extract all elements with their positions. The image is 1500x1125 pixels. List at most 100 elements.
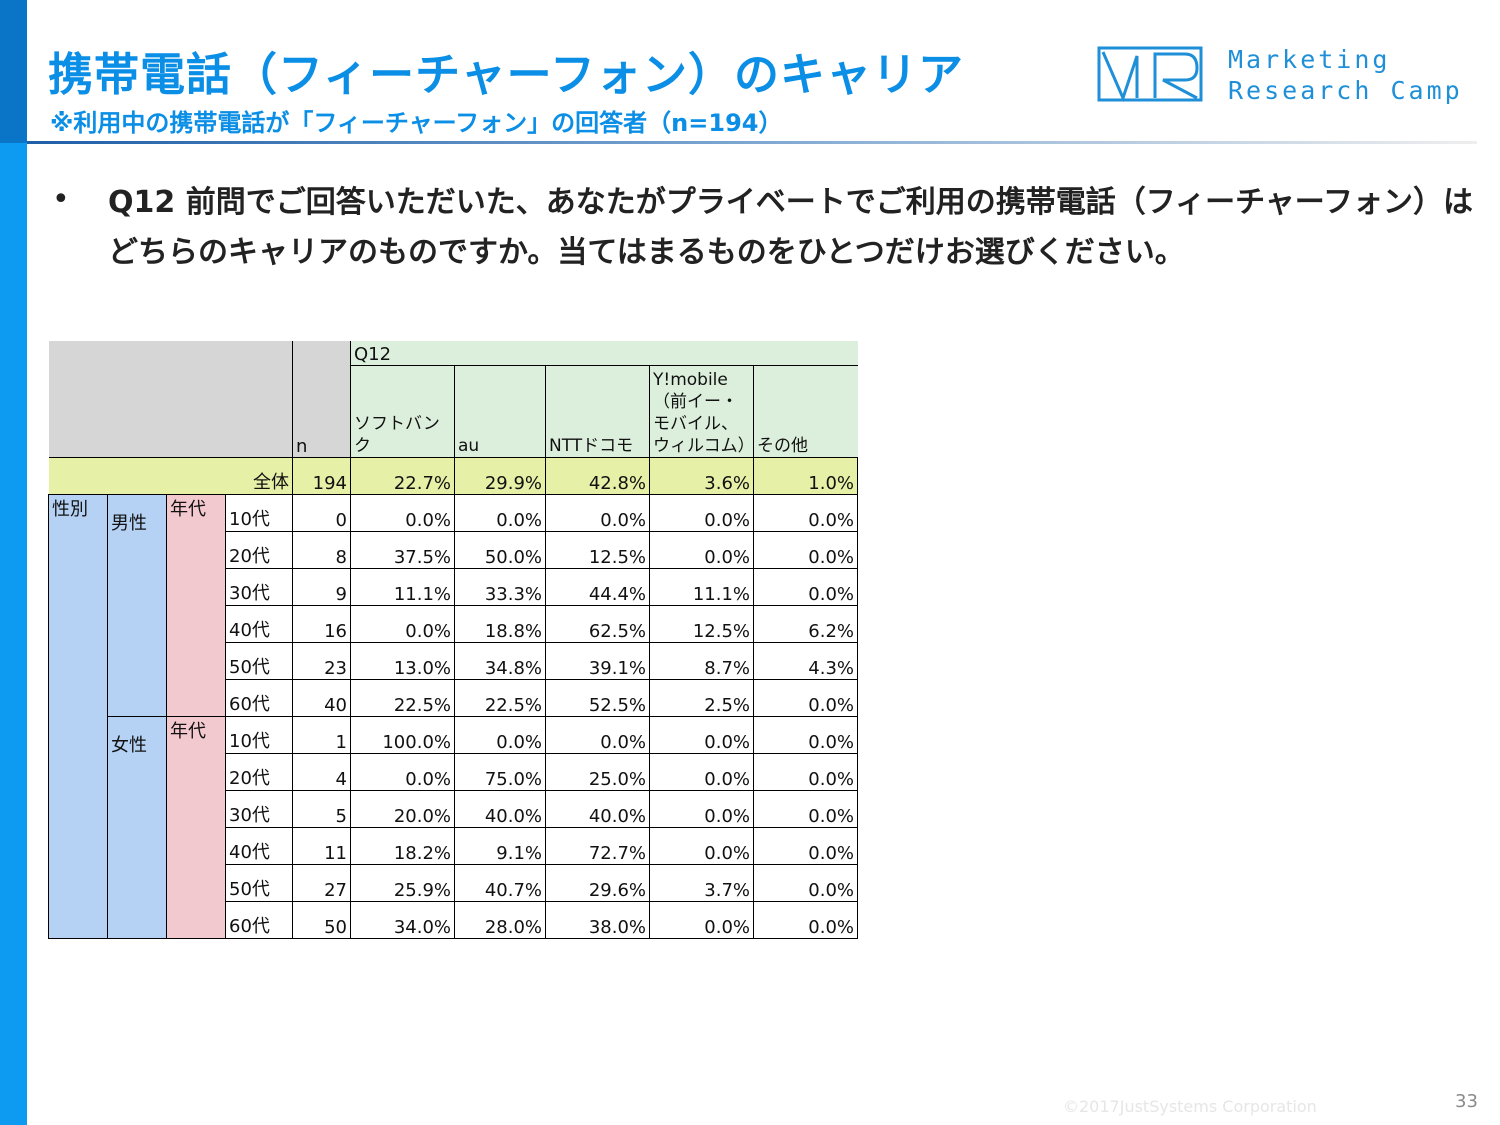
n-value: 16 [292, 605, 351, 643]
percent-value: 100.0% [350, 716, 455, 754]
percent-value: 0.0% [753, 864, 858, 902]
age-label: 50代 [225, 642, 293, 680]
n-value: 4 [292, 753, 351, 791]
percent-value: 52.5% [545, 679, 650, 717]
percent-value: 40.0% [545, 790, 650, 828]
table-row: 60代 50 34.0% 28.0% 38.0% 0.0% 0.0% [49, 901, 858, 939]
percent-value: 0.0% [545, 716, 650, 754]
percent-value: 18.8% [454, 605, 546, 643]
percent-value: 0.0% [649, 901, 754, 939]
percent-value: 0.0% [350, 605, 455, 643]
table-row: 30代 9 11.1% 33.3% 44.4% 11.1% 0.0% [49, 568, 858, 606]
copyright-text: ©2017JustSystems Corporation [1063, 1097, 1317, 1116]
table-row: 20代 4 0.0% 75.0% 25.0% 0.0% 0.0% [49, 753, 858, 791]
age-label: 20代 [225, 753, 293, 791]
total-value: 1.0% [753, 457, 858, 495]
percent-value: 0.0% [753, 901, 858, 939]
percent-value: 12.5% [649, 605, 754, 643]
total-value: 42.8% [545, 457, 650, 495]
age-label: 50代 [225, 864, 293, 902]
n-value: 1 [292, 716, 351, 754]
table-row: 40代 11 18.2% 9.1% 72.7% 0.0% 0.0% [49, 827, 858, 865]
column-header: NTTドコモ [545, 365, 650, 458]
percent-value: 0.0% [649, 494, 754, 532]
percent-value: 6.2% [753, 605, 858, 643]
age-section-label: 年代 [166, 716, 226, 939]
percent-value: 0.0% [753, 827, 858, 865]
table-row: 女性 年代 10代 1 100.0% 0.0% 0.0% 0.0% 0.0% [49, 716, 858, 939]
slide-subtitle: ※利用中の携帯電話が「フィーチャーフォン」の回答者（n=194） [50, 109, 783, 137]
percent-value: 22.5% [350, 679, 455, 717]
age-label: 10代 [225, 494, 293, 532]
percent-value: 12.5% [545, 531, 650, 569]
age-label: 40代 [225, 605, 293, 643]
percent-value: 4.3% [753, 642, 858, 680]
percent-value: 0.0% [649, 790, 754, 828]
n-value: 11 [292, 827, 351, 865]
percent-value: 0.0% [454, 716, 546, 754]
n-value: 50 [292, 901, 351, 939]
percent-value: 11.1% [350, 568, 455, 606]
total-label: 全体 [48, 457, 293, 495]
table-row: 60代 40 22.5% 22.5% 52.5% 2.5% 0.0% [49, 679, 858, 717]
table-row: 20代 8 37.5% 50.0% 12.5% 0.0% 0.0% [49, 531, 858, 569]
header-corner [48, 341, 293, 458]
percent-value: 34.8% [454, 642, 546, 680]
logo-line-1: Marketing [1228, 45, 1391, 74]
total-value: 22.7% [350, 457, 455, 495]
gender-label: 男性 [107, 494, 167, 717]
percent-value: 38.0% [545, 901, 650, 939]
age-section-label: 年代 [166, 494, 226, 717]
sidebar-accent-top [0, 0, 27, 143]
percent-value: 0.0% [545, 494, 650, 532]
percent-value: 0.0% [454, 494, 546, 532]
header-question: Q12 [350, 341, 858, 366]
percent-value: 40.7% [454, 864, 546, 902]
percent-value: 40.0% [454, 790, 546, 828]
mrc-logo-text: Marketing Research Camp [1228, 44, 1463, 106]
percent-value: 33.3% [454, 568, 546, 606]
slide-title: 携帯電話（フィーチャーフォン）のキャリア [48, 48, 964, 101]
percent-value: 62.5% [545, 605, 650, 643]
column-header: ソフトバンク [350, 365, 455, 458]
percent-value: 13.0% [350, 642, 455, 680]
mrc-logo-icon [1097, 46, 1203, 102]
percent-value: 28.0% [454, 901, 546, 939]
table-row: 40代 16 0.0% 18.8% 62.5% 12.5% 6.2% [49, 605, 858, 643]
n-value: 27 [292, 864, 351, 902]
percent-value: 75.0% [454, 753, 546, 791]
percent-value: 0.0% [649, 531, 754, 569]
percent-value: 0.0% [753, 716, 858, 754]
percent-value: 22.5% [454, 679, 546, 717]
percent-value: 11.1% [649, 568, 754, 606]
total-n: 194 [292, 457, 351, 495]
n-value: 23 [292, 642, 351, 680]
percent-value: 0.0% [649, 827, 754, 865]
age-label: 20代 [225, 531, 293, 569]
percent-value: 29.6% [545, 864, 650, 902]
n-value: 40 [292, 679, 351, 717]
n-value: 5 [292, 790, 351, 828]
percent-value: 0.0% [753, 790, 858, 828]
percent-value: 25.0% [545, 753, 650, 791]
table-row: 性別 男性 年代 10代 0 0.0% 0.0% 0.0% 0.0% 0.0% [48, 494, 858, 939]
title-divider [27, 141, 1477, 144]
percent-value: 8.7% [649, 642, 754, 680]
results-table: n Q12 ソフトバンク au NTTドコモ Y!mobile （前イー・モバイル、ウ… [48, 341, 858, 939]
sidebar-accent-bottom [0, 143, 27, 1125]
n-value: 0 [292, 494, 351, 532]
percent-value: 2.5% [649, 679, 754, 717]
page-number: 33 [1455, 1091, 1478, 1112]
percent-value: 0.0% [350, 753, 455, 791]
age-label: 30代 [225, 790, 293, 828]
n-value: 8 [292, 531, 351, 569]
percent-value: 20.0% [350, 790, 455, 828]
percent-value: 50.0% [454, 531, 546, 569]
bullet-dot: • [52, 182, 70, 217]
table-row: 50代 23 13.0% 34.8% 39.1% 8.7% 4.3% [49, 642, 858, 680]
gender-section-label: 性別 [48, 494, 108, 939]
percent-value: 34.0% [350, 901, 455, 939]
percent-value: 9.1% [454, 827, 546, 865]
column-header: その他 [753, 365, 858, 458]
percent-value: 39.1% [545, 642, 650, 680]
